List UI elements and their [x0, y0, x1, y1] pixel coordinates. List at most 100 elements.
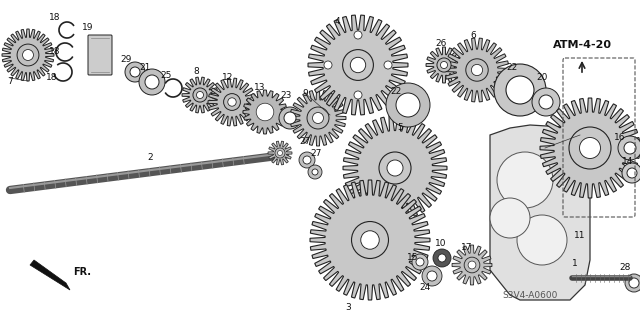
Text: 20: 20 — [536, 73, 548, 83]
Circle shape — [354, 91, 362, 99]
Circle shape — [228, 98, 236, 106]
Circle shape — [196, 92, 204, 99]
Polygon shape — [308, 15, 408, 115]
Circle shape — [472, 64, 483, 76]
Circle shape — [307, 107, 329, 129]
Circle shape — [193, 88, 207, 102]
Text: 10: 10 — [435, 239, 447, 248]
Polygon shape — [268, 141, 292, 165]
Polygon shape — [490, 125, 590, 300]
Text: 21: 21 — [140, 63, 150, 72]
Polygon shape — [2, 29, 54, 81]
Circle shape — [342, 49, 373, 80]
Circle shape — [387, 160, 403, 176]
Polygon shape — [452, 245, 492, 285]
Text: 2: 2 — [147, 153, 153, 162]
Circle shape — [466, 59, 488, 81]
Circle shape — [629, 278, 639, 288]
Text: 18: 18 — [46, 73, 58, 83]
Circle shape — [350, 57, 365, 73]
Circle shape — [422, 266, 442, 286]
Circle shape — [125, 62, 145, 82]
Circle shape — [517, 215, 567, 265]
Circle shape — [17, 44, 39, 66]
Circle shape — [506, 76, 534, 104]
Circle shape — [396, 93, 420, 117]
Text: 23: 23 — [280, 91, 292, 100]
Circle shape — [490, 198, 530, 238]
Text: 3: 3 — [345, 303, 351, 313]
Text: 5: 5 — [397, 123, 403, 132]
Circle shape — [618, 136, 640, 160]
Circle shape — [468, 261, 476, 269]
Circle shape — [275, 148, 285, 158]
Circle shape — [464, 257, 480, 273]
Circle shape — [416, 258, 424, 266]
Circle shape — [145, 75, 159, 89]
Circle shape — [427, 271, 437, 281]
Circle shape — [130, 67, 140, 77]
FancyBboxPatch shape — [88, 35, 112, 75]
Circle shape — [139, 69, 165, 95]
Circle shape — [384, 61, 392, 69]
Circle shape — [412, 254, 428, 270]
Circle shape — [299, 152, 315, 168]
Text: 7: 7 — [7, 78, 13, 86]
Circle shape — [256, 103, 274, 121]
Circle shape — [539, 95, 553, 109]
Text: 22: 22 — [506, 63, 518, 72]
Circle shape — [324, 61, 332, 69]
Text: 27: 27 — [300, 137, 310, 146]
Circle shape — [622, 163, 640, 183]
Circle shape — [438, 254, 446, 262]
Circle shape — [386, 83, 430, 127]
Circle shape — [494, 64, 546, 116]
Text: 4: 4 — [334, 18, 340, 26]
Text: 25: 25 — [160, 70, 172, 79]
Circle shape — [223, 93, 241, 110]
Text: 24: 24 — [419, 284, 431, 293]
Text: 1: 1 — [572, 259, 578, 269]
Circle shape — [303, 156, 311, 164]
Circle shape — [532, 88, 560, 116]
Circle shape — [433, 249, 451, 267]
Circle shape — [437, 58, 451, 72]
Circle shape — [497, 152, 553, 208]
Circle shape — [278, 151, 282, 156]
Polygon shape — [310, 180, 430, 300]
Circle shape — [379, 152, 411, 184]
Polygon shape — [30, 260, 70, 290]
Text: 15: 15 — [407, 254, 419, 263]
Circle shape — [361, 231, 380, 249]
Polygon shape — [540, 98, 640, 198]
Polygon shape — [290, 90, 346, 146]
Circle shape — [308, 165, 322, 179]
Text: 18: 18 — [49, 12, 61, 21]
Polygon shape — [426, 47, 462, 83]
Text: 9: 9 — [302, 88, 308, 98]
Circle shape — [354, 31, 362, 39]
Circle shape — [440, 62, 447, 69]
Text: 17: 17 — [461, 243, 473, 253]
Text: 12: 12 — [222, 72, 234, 81]
Polygon shape — [343, 116, 447, 220]
Text: 28: 28 — [620, 263, 630, 272]
Text: 19: 19 — [83, 23, 93, 32]
Text: 27: 27 — [310, 150, 322, 159]
Circle shape — [312, 169, 318, 175]
Polygon shape — [208, 78, 256, 126]
Circle shape — [279, 107, 301, 129]
Polygon shape — [445, 38, 509, 102]
Text: 11: 11 — [574, 231, 586, 240]
Circle shape — [312, 113, 323, 123]
Text: 18: 18 — [49, 48, 61, 56]
Text: 22: 22 — [390, 87, 402, 97]
Circle shape — [284, 112, 296, 124]
Text: 14: 14 — [622, 158, 634, 167]
Polygon shape — [182, 77, 218, 113]
Text: 29: 29 — [120, 56, 132, 64]
Circle shape — [627, 168, 637, 178]
Circle shape — [569, 127, 611, 169]
Circle shape — [625, 274, 640, 292]
Circle shape — [351, 221, 388, 258]
